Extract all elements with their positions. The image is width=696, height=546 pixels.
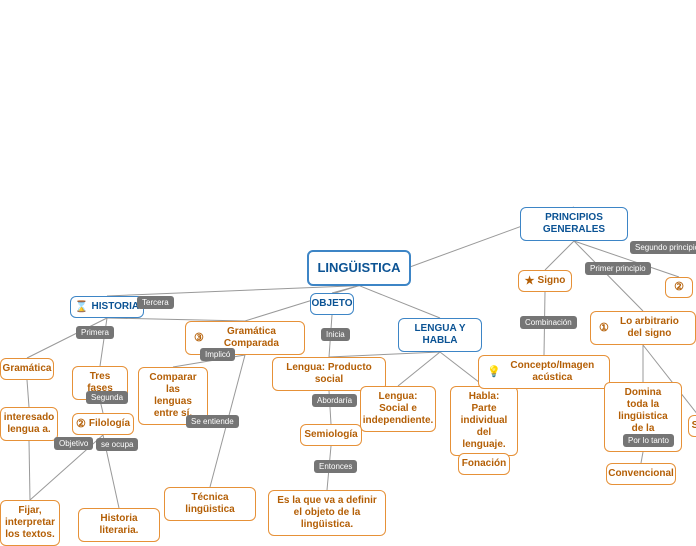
node-label: Semiología (304, 429, 357, 441)
node-social[interactable]: Lengua: Social e independiente. (360, 386, 436, 432)
node-label: Concepto/Imagen acústica (504, 360, 601, 384)
node-label: OBJETO (312, 298, 353, 310)
edge-label-seentiende: Se entiende (186, 415, 239, 428)
node-num2[interactable]: ② (665, 277, 693, 298)
node-label: Convencional (608, 468, 674, 480)
edge-label-segunda: Segunda (86, 391, 128, 404)
node-interesado[interactable]: interesado lengua a. (0, 407, 58, 441)
node-label: Fijar, interpretar los textos. (5, 505, 55, 541)
node-label: Es la que va a definir el objeto de la l… (277, 495, 377, 531)
node-label: Lengua: Producto social (281, 362, 377, 386)
node-label: Comparar las lenguas entre sí. (147, 372, 199, 420)
node-icon: ★ (525, 276, 535, 287)
node-label: Gramática (3, 363, 52, 375)
node-icon: ③ (194, 333, 204, 344)
edge-label-seocupa: se ocupa (96, 438, 138, 451)
node-semiologia[interactable]: Semiología (300, 424, 362, 446)
node-definir[interactable]: Es la que va a definir el objeto de la l… (268, 490, 386, 536)
node-title[interactable]: LINGÜISTICA (307, 250, 411, 286)
node-label: Fonación (462, 458, 506, 470)
edge-label-segundop: Segundo principio (630, 241, 696, 254)
node-filologia[interactable]: ②Filología (72, 413, 134, 435)
node-icon: ① (599, 323, 609, 334)
node-label: LINGÜISTICA (317, 260, 400, 276)
node-label: Lo arbitrario del signo (612, 316, 687, 340)
node-label: Su (692, 420, 696, 432)
node-signo[interactable]: ★Signo (518, 270, 572, 292)
edge-label-abordaria: Abordaría (312, 394, 357, 407)
node-fonacion[interactable]: Fonación (458, 453, 510, 475)
node-label: Habla: Parte individual del lenguaje. (459, 391, 509, 451)
node-label: Gramática Comparada (207, 326, 296, 350)
node-lenguahabla[interactable]: LENGUA Y HABLA (398, 318, 482, 352)
node-label: Historia literaria. (87, 513, 151, 537)
mindmap-canvas: LINGÜISTICA PRINCIPIOS GENERALES ⌛HISTORIA… (0, 0, 696, 520)
node-label: HISTORIA (92, 301, 140, 313)
node-label: LENGUA Y HABLA (407, 323, 473, 347)
edge-label-tercera: Tercera (137, 296, 174, 309)
edge-label-entonces: Entonces (314, 460, 357, 473)
node-label: Filología (89, 418, 130, 430)
edge-label-inicia: Inicia (321, 328, 350, 341)
node-gramatica[interactable]: Gramática (0, 358, 54, 380)
node-objeto[interactable]: OBJETO (310, 293, 354, 315)
node-hablaind[interactable]: Habla: Parte individual del lenguaje. (450, 386, 518, 456)
node-arbitrario[interactable]: ①Lo arbitrario del signo (590, 311, 696, 345)
node-label: Lengua: Social e independiente. (363, 391, 434, 427)
node-label: Signo (538, 275, 566, 287)
edge-label-objetivo: Objetivo (54, 437, 93, 450)
node-su[interactable]: Su (688, 415, 696, 437)
edge-label-primerp: Primer principio (585, 262, 651, 275)
node-label: interesado lengua a. (4, 412, 55, 436)
node-label: PRINCIPIOS GENERALES (529, 212, 619, 236)
node-icon: 💡 (487, 367, 501, 378)
edge-label-combinacion: Combinación (520, 316, 577, 329)
node-label: Técnica lingüistica (173, 492, 247, 516)
node-historia[interactable]: ⌛HISTORIA (70, 296, 144, 318)
node-icon: ⌛ (75, 302, 89, 313)
node-principios[interactable]: PRINCIPIOS GENERALES (520, 207, 628, 241)
edge-label-porlotanto: Por lo tanto (623, 434, 674, 447)
node-icon: ② (674, 282, 684, 293)
node-tecnica[interactable]: Técnica lingüistica (164, 487, 256, 521)
node-concepto[interactable]: 💡Concepto/Imagen acústica (478, 355, 610, 389)
node-fijar[interactable]: Fijar, interpretar los textos. (0, 500, 60, 546)
edge-label-primera: Primera (76, 326, 114, 339)
edge-label-implico: Implicó (200, 348, 235, 361)
node-histlit[interactable]: Historia literaria. (78, 508, 160, 542)
node-convencional[interactable]: Convencional (606, 463, 676, 485)
node-icon: ② (76, 419, 86, 430)
